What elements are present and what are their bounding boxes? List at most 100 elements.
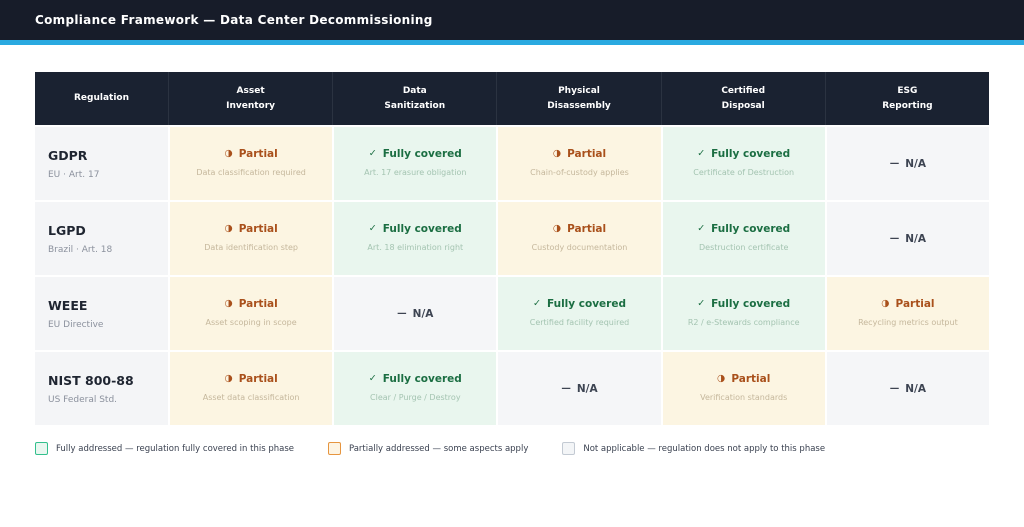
content: Regulation Asset Inventory Data Sanitizati… xyxy=(0,45,1024,455)
status-badge: — N/A xyxy=(397,308,433,320)
half-circle-icon: ◑ xyxy=(224,298,233,310)
status-cell: — N/A xyxy=(824,350,989,425)
check-icon: ✓ xyxy=(368,223,377,235)
legend-swatch-partial xyxy=(327,442,341,455)
status-cell: ✓ Fully covered Art. 17 erasure obligation xyxy=(332,125,497,200)
status-cell: ✓ Fully covered Art. 18 elimination right xyxy=(332,200,497,275)
status-badge: ✓ Fully covered xyxy=(697,223,790,235)
status-badge: ◑ Partial xyxy=(224,373,277,385)
status-note: Recycling metrics output xyxy=(858,317,958,327)
accent-bar xyxy=(0,40,1024,45)
status-note: Verification standards xyxy=(700,392,788,402)
status-cell: ✓ Fully covered R2 / e-Stewards compliance xyxy=(660,275,825,350)
half-circle-icon: ◑ xyxy=(224,223,233,235)
status-cell: — N/A xyxy=(496,350,661,425)
legend-swatch-full xyxy=(35,442,48,455)
status-cell: — N/A xyxy=(332,275,497,350)
regulation-name: WEEE xyxy=(48,297,88,313)
status-cell: — N/A xyxy=(824,200,989,275)
status-label: Partial xyxy=(731,372,771,385)
status-badge: ◑ Partial xyxy=(881,298,934,310)
status-badge: ✓ Fully covered xyxy=(369,373,462,385)
table-row-gdpr: GDPR EU · Art. 17 ◑ Partial Data classificat… xyxy=(35,125,989,200)
status-note: Data classification required xyxy=(196,167,306,177)
matrix-header-row: Regulation Asset Inventory Data Sanitizati… xyxy=(35,72,989,125)
legend-label: Not applicable — regulation does not app… xyxy=(583,443,826,454)
status-cell: ✓ Fully covered Clear / Purge / Destroy xyxy=(332,350,497,425)
half-circle-icon: ◑ xyxy=(224,148,233,160)
status-label: Fully covered xyxy=(711,297,791,310)
status-badge: ◑ Partial xyxy=(553,223,606,235)
status-badge: — N/A xyxy=(890,233,926,245)
regulation-jurisdiction: US Federal Std. xyxy=(48,394,118,405)
status-cell: ◑ Partial Asset data classification xyxy=(168,350,333,425)
status-label: N/A xyxy=(905,382,927,395)
column-header-physical-disassembly: Physical Disassembly xyxy=(496,72,660,125)
check-icon: ✓ xyxy=(697,223,706,235)
regulation-jurisdiction: EU · Art. 17 xyxy=(48,169,100,180)
legend-item-partial: Partially addressed — some aspects apply xyxy=(327,442,529,455)
matrix-body: GDPR EU · Art. 17 ◑ Partial Data classificat… xyxy=(35,125,989,425)
status-label: N/A xyxy=(905,232,927,245)
status-badge: ◑ Partial xyxy=(224,223,277,235)
regulation-label-nist-800-88: NIST 800-88 US Federal Std. xyxy=(35,350,168,425)
check-icon: ✓ xyxy=(368,373,377,385)
status-note: Custody documentation xyxy=(531,242,628,252)
half-circle-icon: ◑ xyxy=(552,223,562,235)
column-header-regulation: Regulation xyxy=(73,93,130,104)
legend: Fully addressed — regulation fully cover… xyxy=(35,434,989,455)
table-row-weee: WEEE EU Directive ◑ Partial Asset scoping in… xyxy=(35,275,989,350)
status-label: Fully covered xyxy=(711,222,791,235)
status-badge: — N/A xyxy=(890,158,926,170)
status-note: Destruction certificate xyxy=(699,242,789,252)
status-label: Partial xyxy=(238,372,278,385)
status-badge: ◑ Partial xyxy=(717,373,770,385)
column-header-esg-reporting: ESG Reporting xyxy=(824,72,989,125)
status-badge: — N/A xyxy=(561,383,597,395)
status-note: Asset scoping in scope xyxy=(205,317,297,327)
compliance-matrix: Regulation Asset Inventory Data Sanitizati… xyxy=(35,72,989,425)
check-icon: ✓ xyxy=(697,148,706,160)
status-cell: ✓ Fully covered Certificate of Destruction xyxy=(660,125,825,200)
regulation-name: NIST 800-88 xyxy=(48,372,134,388)
status-badge: ✓ Fully covered xyxy=(533,298,626,310)
legend-label: Partially addressed — some aspects apply xyxy=(348,443,529,454)
legend-swatch-na xyxy=(562,442,576,455)
status-label: Partial xyxy=(238,222,278,235)
status-badge: ◑ Partial xyxy=(224,298,277,310)
regulation-label-gdpr: GDPR EU · Art. 17 xyxy=(35,125,168,200)
status-cell: ◑ Partial Custody documentation xyxy=(496,200,661,275)
status-note: Chain-of-custody applies xyxy=(530,167,629,177)
status-cell: ✓ Fully covered Certified facility require… xyxy=(496,275,661,350)
status-label: Fully covered xyxy=(711,147,791,160)
check-icon: ✓ xyxy=(368,148,377,160)
regulation-name: LGPD xyxy=(48,222,86,238)
status-cell: ◑ Partial Verification standards xyxy=(660,350,825,425)
status-note: Art. 17 erasure obligation xyxy=(364,167,467,177)
regulation-name: GDPR xyxy=(48,147,88,163)
status-cell: ◑ Partial Data classification required xyxy=(168,125,333,200)
status-note: Certificate of Destruction xyxy=(693,167,795,177)
status-label: Fully covered xyxy=(382,222,462,235)
dash-icon: — xyxy=(889,233,900,244)
half-circle-icon: ◑ xyxy=(881,298,890,310)
legend-item-full: Fully addressed — regulation fully cover… xyxy=(35,442,294,455)
status-badge: ✓ Fully covered xyxy=(697,298,790,310)
status-cell: ◑ Partial Chain-of-custody applies xyxy=(496,125,661,200)
status-label: Partial xyxy=(238,147,278,160)
status-cell: ◑ Partial Asset scoping in scope xyxy=(168,275,333,350)
column-header-data-sanitization: Data Sanitization xyxy=(332,72,496,125)
status-label: N/A xyxy=(576,382,598,395)
status-cell: ✓ Fully covered Destruction certificate xyxy=(660,200,825,275)
status-note: Art. 18 elimination right xyxy=(367,242,464,252)
dash-icon: — xyxy=(889,383,900,394)
table-row-nist-800-88: NIST 800-88 US Federal Std. ◑ Partial Asset … xyxy=(35,350,989,425)
half-circle-icon: ◑ xyxy=(224,373,233,385)
status-label: Fully covered xyxy=(382,372,462,385)
status-note: Data identification step xyxy=(204,242,298,252)
regulation-jurisdiction: EU Directive xyxy=(48,319,104,330)
status-badge: ✓ Fully covered xyxy=(697,148,790,160)
regulation-jurisdiction: Brazil · Art. 18 xyxy=(48,244,113,255)
status-note: Clear / Purge / Destroy xyxy=(370,392,461,402)
status-note: R2 / e-Stewards compliance xyxy=(687,317,800,327)
